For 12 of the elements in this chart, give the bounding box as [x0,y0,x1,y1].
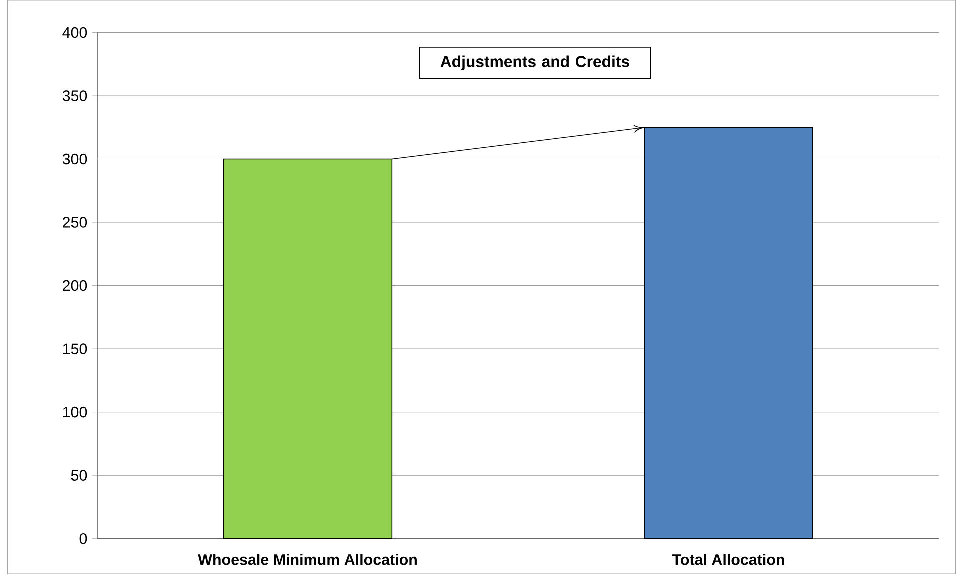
y-tick-label: 250 [63,217,88,228]
y-tick-label: 0 [80,534,88,544]
x-tick-label: Whoesale Minimum Allocation [198,554,417,566]
x-tick-label: Total Allocation [672,554,784,566]
y-tick-label: 350 [62,90,88,102]
y-tick-label: 50 [71,470,88,482]
y-tick-label: 200 [63,280,88,292]
y-tick-label: 400 [62,28,88,38]
annotation: Adjustments and Credits [440,56,630,71]
y-tick-label: 300 [62,154,88,165]
y-tick-label: 100 [63,407,88,418]
y-tick-label: 150 [63,344,88,355]
